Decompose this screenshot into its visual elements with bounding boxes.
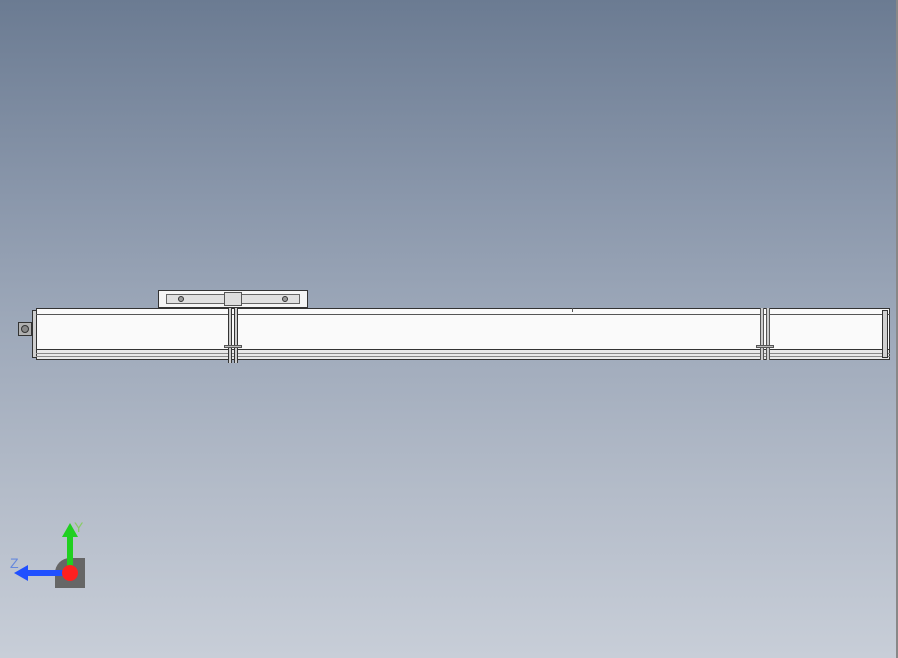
bracket-hole-right xyxy=(282,296,288,302)
left-support-bar-2 xyxy=(234,308,238,363)
left-support-bar-1 xyxy=(228,308,232,363)
z-axis-line xyxy=(26,570,66,576)
y-axis-label: Y xyxy=(74,519,83,535)
left-port-inner xyxy=(21,325,29,333)
bracket-center-block xyxy=(224,292,242,306)
coordinate-axis-triad[interactable]: Y Z xyxy=(20,523,100,603)
cad-viewport[interactable]: Y Z xyxy=(0,0,898,658)
axis-origin-point xyxy=(62,565,78,581)
z-axis-label: Z xyxy=(10,555,19,571)
right-support-cross xyxy=(756,345,774,348)
left-support-cross xyxy=(224,345,242,348)
bracket-hole-left xyxy=(178,296,184,302)
right-support-bar-2 xyxy=(766,308,770,360)
beam-mark xyxy=(572,308,573,312)
right-end-cap xyxy=(882,310,888,358)
model-container xyxy=(18,290,890,365)
right-support-bar-1 xyxy=(760,308,764,360)
